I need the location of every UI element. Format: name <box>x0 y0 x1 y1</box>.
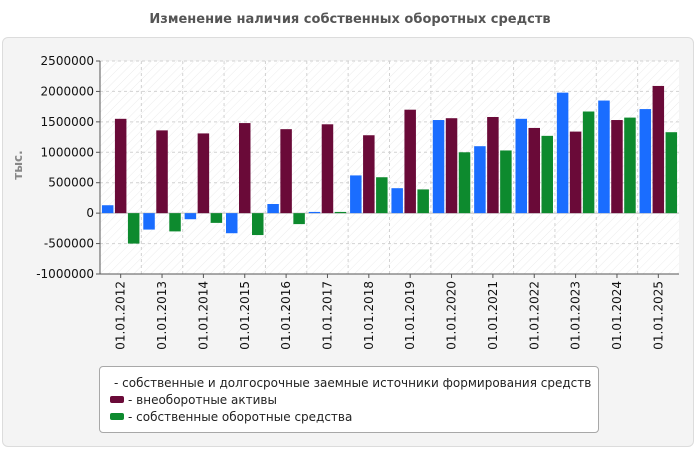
legend-item-working-capital: - собственные оборотные средства <box>110 408 588 425</box>
legend-item-noncurrent-assets: - внеоборотные активы <box>110 391 588 408</box>
plot-area-hatch <box>100 61 679 274</box>
legend-item-sources: - собственные и долгосрочные заемные ист… <box>110 374 592 391</box>
bar-s2-01.01.2023 <box>569 131 582 214</box>
bar-s1-01.01.2014 <box>184 213 197 220</box>
bar-s3-01.01.2020 <box>458 152 471 214</box>
bar-s2-01.01.2016 <box>280 129 292 214</box>
bar-s3-01.01.2012 <box>127 213 140 244</box>
grid-layer <box>100 60 679 275</box>
bar-s1-01.01.2023 <box>556 92 569 214</box>
bar-s2-01.01.2018 <box>363 135 375 214</box>
x-tick-label: 01.01.2025 <box>651 281 665 350</box>
bar-s3-01.01.2014 <box>210 213 223 223</box>
bar-s3-01.01.2016 <box>293 213 305 225</box>
legend-swatch-working-capital <box>110 413 124 420</box>
bar-s3-01.01.2018 <box>376 177 388 214</box>
bar-s1-01.01.2018 <box>350 175 362 214</box>
bar-s1-01.01.2022 <box>515 118 527 214</box>
x-tick-label: 01.01.2021 <box>486 281 500 350</box>
y-tick-label: 1500000 <box>41 115 94 129</box>
bar-s2-01.01.2019 <box>404 109 416 214</box>
x-tick-label: 01.01.2020 <box>445 281 459 350</box>
bar-s2-01.01.2021 <box>487 116 499 214</box>
y-axis-label: тыс. <box>11 150 25 179</box>
bar-s1-01.01.2025 <box>639 109 652 214</box>
x-tick-label: 01.01.2018 <box>362 281 376 350</box>
bar-s3-01.01.2017 <box>334 211 347 214</box>
x-tick-label: 01.01.2016 <box>279 281 293 350</box>
bar-s3-01.01.2015 <box>252 213 264 236</box>
bar-s3-01.01.2025 <box>665 132 678 214</box>
x-tick-label: 01.01.2012 <box>114 281 128 350</box>
bar-s3-01.01.2022 <box>541 135 553 214</box>
bar-s3-01.01.2013 <box>169 213 181 232</box>
bar-s2-01.01.2022 <box>528 127 540 214</box>
bar-s1-01.01.2024 <box>598 100 610 214</box>
bar-s3-01.01.2019 <box>417 189 429 214</box>
bar-s1-01.01.2013 <box>143 213 155 230</box>
y-tick-label: 2000000 <box>41 84 94 98</box>
bar-s2-01.01.2015 <box>239 123 251 214</box>
legend-swatch-noncurrent-assets <box>110 396 124 403</box>
x-tick-label: 01.01.2013 <box>155 281 169 350</box>
x-tick-label: 01.01.2014 <box>196 281 210 350</box>
bar-s1-01.01.2020 <box>432 120 445 214</box>
y-tick-label: -1000000 <box>36 267 94 281</box>
legend: - собственные и долгосрочные заемные ист… <box>99 366 599 433</box>
bar-s1-01.01.2021 <box>474 146 486 214</box>
chart-title: Изменение наличия собственных оборотных … <box>149 12 551 27</box>
axis-layer: 2500000 2000000 1500000 1000000 500000 0 -5000… <box>36 54 679 350</box>
x-tick-label: 01.01.2022 <box>527 281 541 350</box>
x-tick-label: 01.01.2015 <box>238 281 252 350</box>
bar-s3-01.01.2023 <box>582 111 595 214</box>
bar-s2-01.01.2012 <box>114 118 127 214</box>
legend-label-noncurrent-assets: - внеоборотные активы <box>128 392 277 407</box>
bar-s2-01.01.2013 <box>156 130 168 214</box>
legend-label-sources: - собственные и долгосрочные заемные ист… <box>114 375 592 390</box>
y-tick-label: 2500000 <box>41 54 94 68</box>
bar-s2-01.01.2024 <box>611 120 623 214</box>
x-tick-label: 01.01.2019 <box>403 281 417 350</box>
x-tick-label: 01.01.2017 <box>320 281 334 350</box>
bar-s2-01.01.2025 <box>652 85 665 214</box>
bar-s3-01.01.2024 <box>624 117 636 214</box>
y-tick-label: -500000 <box>44 237 94 251</box>
bar-s3-01.01.2021 <box>500 150 512 214</box>
bar-s1-01.01.2019 <box>391 188 403 214</box>
bar-s1-01.01.2016 <box>267 204 279 214</box>
bar-s1-01.01.2017 <box>308 211 321 214</box>
bar-s1-01.01.2015 <box>226 213 238 234</box>
bar-s2-01.01.2017 <box>321 124 334 214</box>
bar-s1-01.01.2012 <box>101 205 114 214</box>
legend-label-working-capital: - собственные оборотные средства <box>128 409 353 424</box>
x-tick-label: 01.01.2023 <box>569 281 583 350</box>
x-tick-label: 01.01.2024 <box>610 281 624 350</box>
bar-layer <box>101 85 678 244</box>
bar-s2-01.01.2014 <box>197 133 210 214</box>
y-tick-label: 0 <box>86 206 94 220</box>
y-tick-label: 500000 <box>48 176 94 190</box>
bar-s2-01.01.2020 <box>445 118 458 214</box>
y-tick-label: 1000000 <box>41 145 94 159</box>
